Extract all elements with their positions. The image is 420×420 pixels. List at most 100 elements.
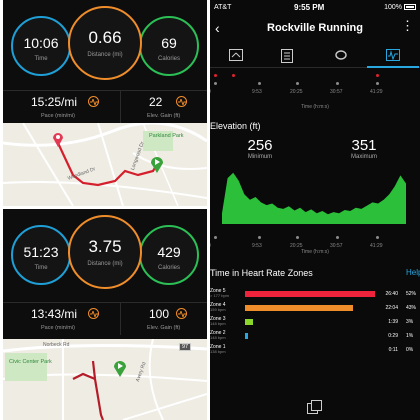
distance-value: 3.75 — [88, 237, 122, 256]
pulse-icon — [88, 308, 99, 319]
tick-dot — [214, 82, 217, 85]
top-axis-name: Time (h:m:s) — [301, 104, 329, 110]
stat-rings: 10:06 Time 69 Calories 0.66 Distance (mi… — [3, 0, 207, 90]
tick-marker — [376, 74, 379, 77]
route-map[interactable]: Parkland Park Woodland Dr Longwood Dr — [3, 123, 207, 206]
map-label-park: Civic Center Park — [9, 359, 52, 365]
elevation-chart[interactable] — [222, 170, 406, 224]
tick-dot — [296, 236, 299, 239]
tab-charts[interactable] — [367, 44, 419, 68]
stat-row: 15:25/mi Pace (min/mi) 22 Elev. Gain (ft… — [3, 90, 207, 123]
zone-bar — [245, 305, 353, 311]
time-label: Time — [34, 265, 48, 271]
zone-label: Zone 4 — [210, 302, 226, 308]
laps-icon — [335, 50, 347, 60]
time-ring: 51:23 Time — [11, 225, 71, 285]
distance-value: 0.66 — [88, 28, 122, 47]
calories-label: Calories — [157, 56, 180, 62]
pulse-icon — [88, 96, 99, 107]
zone-label: Zone 1 — [210, 344, 226, 350]
hr-zone-row: Zone 2 148 bpm 0:29 1% — [210, 331, 420, 342]
pace-value: 15:25/mi — [31, 95, 78, 109]
clock: 9:55 PM — [294, 3, 325, 12]
elevation-area — [222, 172, 406, 224]
page-title: Rockville Running — [267, 22, 363, 34]
battery-icon — [404, 4, 416, 10]
splits-icon — [229, 49, 243, 61]
distance-label: Distance (mi) — [87, 261, 123, 267]
elevation-max: 351 Maximum — [342, 137, 386, 160]
time-ring: 10:06 Time — [11, 16, 71, 76]
zone-bpm: 159 bpm — [210, 307, 226, 312]
elev-gain-value: 100 — [149, 307, 170, 321]
elevation-axis-name: Time (h:m:s) — [301, 249, 329, 255]
tick-label: 0 — [210, 89, 211, 95]
elevation-title: Elevation (ft) — [210, 121, 261, 131]
carrier: AT&T — [214, 4, 232, 11]
help-link[interactable]: Help — [406, 268, 420, 277]
hr-zone-row: Zone 5 > 177 bpm 26:40 52% — [210, 289, 420, 300]
zone-percent: 3% — [406, 319, 414, 325]
distance-ring: 3.75 Distance (mi) — [68, 215, 142, 289]
activity-card-2[interactable]: 51:23 Time 429 Calories 3.75 Distance (m… — [3, 209, 207, 420]
hr-zones-title: Time in Heart Rate Zones — [210, 268, 313, 278]
zone-percent: 43% — [406, 305, 417, 311]
tick-dot — [214, 236, 217, 239]
tick-dot — [258, 236, 261, 239]
zone-percent: 52% — [406, 291, 417, 297]
tick-label: 30:57 — [330, 89, 343, 95]
more-icon[interactable]: ⋮ — [401, 18, 414, 33]
hr-zone-row: Zone 3 148 bpm 1:39 3% — [210, 317, 420, 328]
elev-gain-label: Elev. Gain (ft) — [147, 325, 181, 331]
elev-gain-label: Elev. Gain (ft) — [147, 113, 181, 119]
start-pin-icon — [53, 133, 63, 147]
pulse-icon — [176, 96, 187, 107]
time-label: Time — [34, 56, 48, 62]
tab-laps[interactable] — [315, 44, 367, 68]
hr-zone-row: Zone 4 159 bpm 22:04 43% — [210, 303, 420, 314]
end-pin-icon — [114, 361, 126, 377]
zone-bpm: 138 bpm — [210, 349, 226, 354]
pace-value: 13:43/mi — [31, 307, 78, 321]
elev-gain-cell: 100 Elev. Gain (ft) — [121, 303, 207, 335]
copy-icon[interactable] — [307, 400, 323, 414]
tick-label: 30:57 — [330, 243, 343, 249]
battery-percent: 100% — [384, 4, 402, 11]
activity-card-1[interactable]: 10:06 Time 69 Calories 0.66 Distance (mi… — [3, 0, 207, 206]
elevation-min: 256 Minimum — [238, 137, 282, 160]
tick-label: 41:29 — [370, 243, 383, 249]
route-map[interactable]: Civic Center Park Norbeck Rd Avery Rd 97 — [3, 339, 207, 420]
calories-value: 69 — [161, 35, 177, 51]
time-value: 10:06 — [23, 35, 59, 51]
calories-label: Calories — [157, 265, 180, 271]
calories-ring: 69 Calories — [139, 16, 199, 76]
elevation-max-label: Maximum — [350, 154, 377, 160]
tick-dot — [296, 82, 299, 85]
hr-zone-row: Zone 1 138 bpm 0:11 0% — [210, 345, 420, 356]
end-pin-icon — [151, 157, 163, 173]
bottom-bar — [210, 394, 420, 420]
stat-row: 13:43/mi Pace (min/mi) 100 Elev. Gain (f… — [3, 302, 207, 335]
tick-label: 41:29 — [370, 89, 383, 95]
zone-time: 0:29 — [388, 333, 398, 339]
tab-splits[interactable] — [210, 44, 262, 68]
zone-bpm: > 177 bpm — [210, 293, 230, 298]
elev-gain-value: 22 — [149, 95, 163, 109]
document-icon — [281, 49, 293, 63]
zone-time: 26:40 — [385, 291, 398, 297]
time-value: 51:23 — [23, 244, 59, 260]
zone-time: 22:04 — [385, 305, 398, 311]
elev-gain-cell: 22 Elev. Gain (ft) — [121, 91, 207, 123]
zone-label: Zone 5 — [210, 288, 226, 294]
tab-details[interactable] — [262, 44, 314, 68]
back-icon[interactable]: ‹ — [215, 20, 220, 36]
calories-ring: 429 Calories — [139, 225, 199, 285]
tick-label: 0 — [210, 243, 211, 249]
battery-status: 100% — [384, 4, 416, 11]
zone-bpm: 148 bpm — [210, 321, 226, 326]
elevation-min-label: Minimum — [247, 154, 273, 160]
pace-label: Pace (min/mi) — [41, 113, 75, 119]
pace-cell: 13:43/mi Pace (min/mi) — [3, 303, 121, 335]
pace-label: Pace (min/mi) — [41, 325, 75, 331]
tick-dot — [376, 82, 379, 85]
